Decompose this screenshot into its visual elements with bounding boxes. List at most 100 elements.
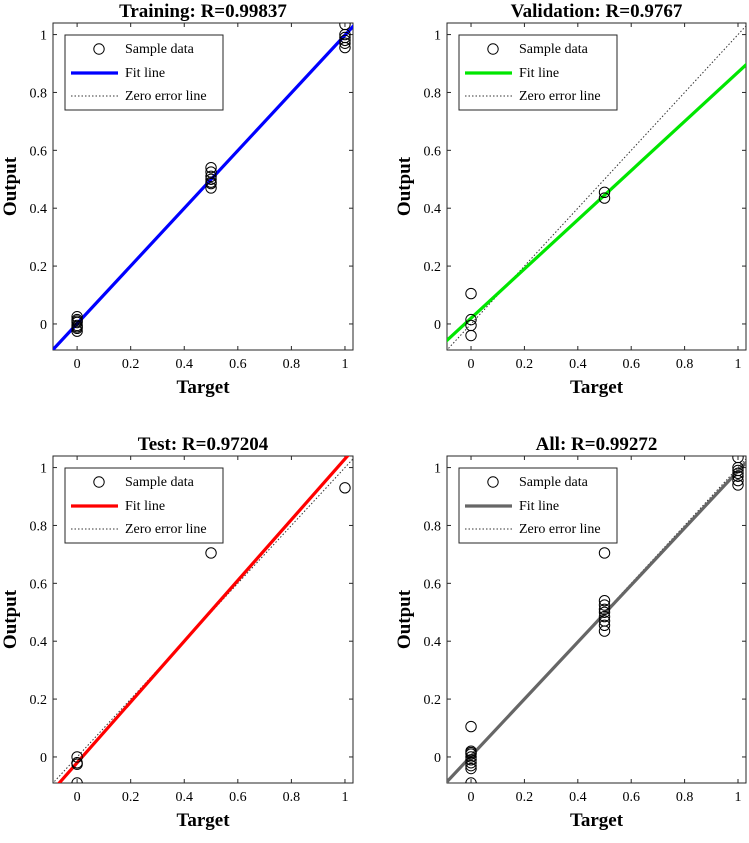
x-tick-label: 0.4: [569, 790, 587, 805]
y-axis-label: Output: [0, 589, 21, 649]
sample-point: [465, 720, 477, 733]
sample-point: [598, 599, 611, 611]
x-tick-label: 0.8: [676, 357, 694, 372]
fit-line: [53, 24, 353, 350]
legend-label: Zero error line: [519, 522, 601, 537]
y-tick-label: 1: [40, 462, 47, 477]
x-tick-label: 0: [74, 790, 81, 805]
legend-label: Zero error line: [125, 89, 207, 104]
chart-panel-1: Training: R=0.99837 0 0.2 0.4 0.6 0.8 1 0 0.2 0.4…: [0, 1, 354, 398]
plot-area: [53, 456, 353, 783]
y-axis-label: Output: [394, 156, 415, 216]
sample-point: [71, 758, 83, 770]
x-tick-label: 0.6: [229, 790, 247, 805]
x-tick-label: 0.8: [283, 357, 301, 372]
sample-point: [465, 762, 477, 775]
y-tick-label: 0.4: [424, 202, 442, 217]
zero-error-line: [53, 458, 353, 783]
y-tick-label: 0: [434, 751, 441, 766]
x-tick-label: 0.8: [283, 790, 301, 805]
sample-point: [71, 321, 83, 333]
sample-point: [598, 619, 611, 631]
plot-area: [53, 23, 353, 350]
y-tick-label: 0.2: [30, 260, 48, 275]
sample-point: [598, 606, 611, 618]
sample-point: [71, 777, 83, 783]
sample-point: [71, 751, 83, 763]
x-tick-label: 0.6: [622, 790, 640, 805]
x-tick-label: 0.2: [516, 790, 534, 805]
sample-point: [598, 192, 611, 204]
ticks: 0 0.2 0.4 0.6 0.8 1 0 0.2 0.4 0.6 0.8 1: [30, 456, 353, 805]
sample-point: [339, 37, 351, 49]
sample-point: [465, 287, 477, 300]
legend-label: Sample data: [519, 475, 589, 490]
x-tick-label: 1: [341, 790, 348, 805]
legend-label: Sample data: [125, 42, 195, 57]
y-tick-label: 1: [434, 29, 441, 44]
sample-point: [71, 315, 83, 327]
x-tick-label: 0: [74, 357, 81, 372]
y-tick-label: 0.6: [424, 577, 442, 592]
y-tick-label: 1: [40, 29, 47, 44]
sample-points: [71, 482, 351, 783]
legend-label: Fit line: [519, 499, 559, 514]
sample-point: [598, 547, 611, 559]
legend: Sample data Fit line Zero error line: [458, 34, 618, 111]
legend-label: Sample data: [125, 475, 195, 490]
sample-point: [205, 170, 217, 183]
sample-points: [465, 186, 611, 342]
x-tick-label: 0.6: [229, 357, 247, 372]
sample-point: [732, 467, 744, 480]
x-axis-label: Target: [176, 810, 230, 831]
y-tick-label: 1: [434, 462, 441, 477]
sample-point: [598, 186, 611, 198]
legend-label: Fit line: [125, 499, 165, 514]
sample-point: [465, 329, 477, 342]
legend-marker-sample: [93, 43, 105, 55]
sample-point: [732, 461, 744, 474]
legend: Sample data Fit line Zero error line: [458, 467, 618, 544]
sample-point: [339, 34, 351, 47]
y-tick-label: 0.2: [424, 693, 442, 708]
sample-point: [465, 751, 477, 763]
legend-label: Zero error line: [125, 522, 207, 537]
sample-point: [339, 28, 351, 41]
y-axis-label: Output: [394, 589, 415, 649]
y-tick-label: 0.6: [424, 144, 442, 159]
x-tick-label: 0.2: [122, 357, 140, 372]
y-tick-label: 0.6: [30, 144, 48, 159]
sample-point: [465, 746, 477, 759]
ticks: 0 0.2 0.4 0.6 0.8 1 0 0.2 0.4 0.6 0.8 1: [424, 23, 746, 372]
x-tick-label: 0.6: [622, 357, 640, 372]
y-tick-label: 0.4: [30, 202, 48, 217]
sample-point: [465, 759, 477, 772]
sample-point: [465, 754, 477, 766]
sample-point: [465, 313, 477, 326]
ticks: 0 0.2 0.4 0.6 0.8 1 0 0.2 0.4 0.6 0.8 1: [30, 23, 353, 372]
ticks: 0 0.2 0.4 0.6 0.8 1 0 0.2 0.4 0.6 0.8 1: [424, 456, 746, 805]
legend-label: Fit line: [519, 66, 559, 81]
y-tick-label: 0.4: [424, 635, 442, 650]
sample-point: [205, 173, 217, 185]
legend-label: Sample data: [519, 42, 589, 57]
chart-title: Validation: R=0.9767: [511, 1, 683, 22]
x-tick-label: 1: [341, 357, 348, 372]
x-tick-label: 0.4: [569, 357, 587, 372]
x-tick-label: 0.4: [176, 357, 194, 372]
sample-point: [732, 470, 744, 482]
y-tick-label: 0: [434, 318, 441, 333]
sample-points: [71, 23, 351, 337]
sample-point: [732, 474, 744, 487]
legend-marker-sample: [93, 476, 105, 488]
x-tick-label: 0.2: [122, 790, 140, 805]
legend-label: Fit line: [125, 66, 165, 81]
sample-point: [205, 182, 217, 194]
sample-point: [205, 547, 217, 559]
chart-title: All: R=0.99272: [536, 434, 658, 455]
sample-point: [598, 625, 611, 637]
x-tick-label: 0: [468, 357, 475, 372]
sample-point: [598, 603, 611, 616]
y-tick-label: 0.8: [30, 519, 48, 534]
